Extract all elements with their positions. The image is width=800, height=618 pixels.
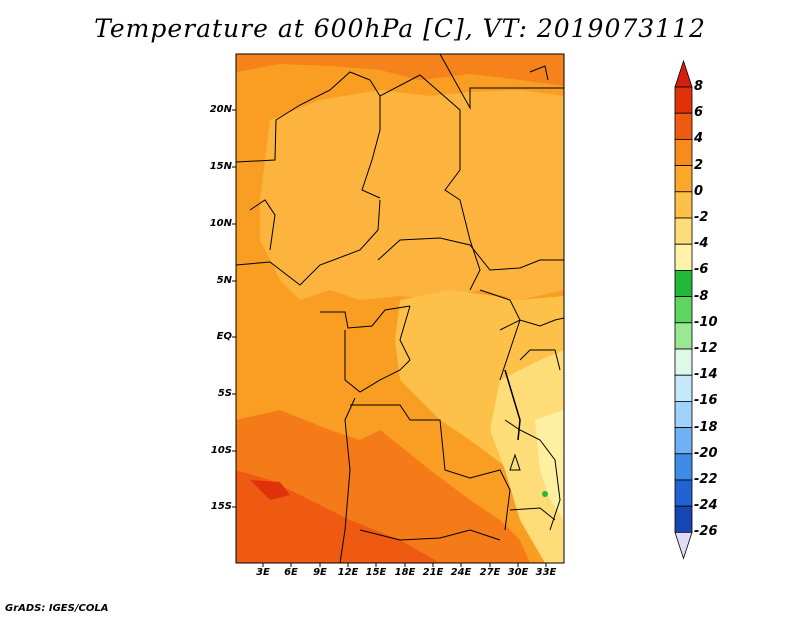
lon-label: 24E [450, 567, 472, 578]
colorbar-segment [674, 86, 693, 114]
lat-label: 20N [209, 104, 232, 115]
colorbar-segment [674, 269, 693, 297]
tick-marks [232, 109, 547, 567]
colorbar-segment [674, 243, 693, 271]
lat-label: 15N [209, 161, 232, 172]
colorbar-segment [674, 296, 693, 324]
colorbar-segment [674, 348, 693, 376]
lon-label: 33E [535, 567, 557, 578]
lat-label: 10N [209, 218, 232, 229]
colorbar-label: -10 [694, 314, 718, 330]
field-interior-cool [260, 90, 564, 300]
colorbar-segment [674, 217, 693, 245]
field-east-pale [535, 410, 564, 520]
colorbar-segment [674, 427, 693, 455]
field-hotspot [250, 480, 290, 500]
colorbar-label: -18 [694, 419, 718, 435]
lat-label: 15S [210, 501, 232, 512]
colorbar-segment [674, 138, 693, 166]
colorbar-label: -26 [694, 524, 718, 540]
colorbar [674, 59, 693, 560]
colorbar-label: 8 [694, 79, 704, 94]
colorbar-segment [674, 165, 693, 193]
lat-label: 5S [217, 388, 232, 399]
lon-label: 30E [507, 567, 529, 578]
colorbar-segment [674, 322, 693, 350]
colorbar-label: -2 [694, 210, 709, 225]
lat-label: 10S [210, 445, 232, 456]
colorbar-label: -8 [694, 288, 709, 304]
colorbar-segment [674, 505, 693, 533]
lon-label: 9E [313, 567, 327, 578]
colorbar-label: 4 [694, 131, 704, 147]
colorbar-segment [674, 453, 693, 481]
colorbar-label: 6 [694, 105, 704, 121]
colorbar-label: -12 [694, 341, 718, 356]
colorbar-label: 2 [694, 157, 704, 173]
colorbar-label: -14 [694, 367, 718, 383]
colorbar-segment [674, 479, 693, 507]
colorbar-label: -16 [694, 393, 718, 409]
lat-label: 5N [216, 275, 232, 286]
colorbar-top-arrow [674, 59, 693, 88]
lon-label: 3E [256, 567, 270, 578]
colorbar-label: -20 [694, 445, 718, 461]
country-borders [236, 54, 564, 563]
colorbar-segment [674, 112, 693, 140]
lon-label: 15E [365, 567, 387, 578]
temperature-field [236, 54, 564, 563]
map-frame [235, 53, 565, 564]
chart-title: Temperature at 600hPa [C], VT: 201907311… [94, 14, 706, 43]
colorbar-label: 0 [694, 183, 704, 199]
footer-credit: GrADS: IGES/COLA [5, 603, 109, 614]
colorbar-segment [674, 400, 693, 428]
field-green-spot [542, 491, 548, 497]
lon-label: 27E [479, 567, 501, 578]
field-north-warm [236, 54, 564, 86]
lon-label: 21E [422, 567, 444, 578]
lat-label: EQ [216, 331, 232, 342]
colorbar-label: -6 [694, 262, 709, 278]
colorbar-segment [674, 374, 693, 402]
colorbar-label: -22 [694, 472, 718, 487]
lon-label: 6E [284, 567, 298, 578]
colorbar-segment [674, 191, 693, 219]
lon-label: 12E [337, 567, 359, 578]
field-east-coolest [490, 350, 564, 563]
colorbar-label: -24 [694, 498, 718, 514]
colorbar-label: -4 [694, 236, 709, 252]
colorbar-bottom-arrow [674, 532, 693, 560]
lon-label: 18E [394, 567, 416, 578]
